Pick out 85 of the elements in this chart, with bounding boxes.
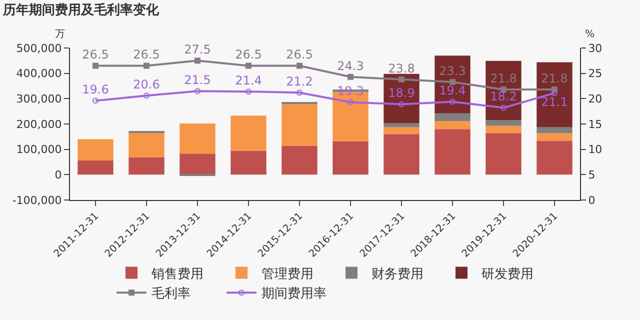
point [144, 62, 150, 69]
point [398, 76, 404, 82]
point [450, 98, 456, 105]
y-tick-label: 0 [54, 168, 62, 182]
bar [332, 141, 368, 175]
legend-label: 管理费用 [262, 266, 314, 282]
data-label: 26.5 [82, 48, 109, 62]
point [450, 78, 456, 85]
data-label: 21.4 [235, 73, 262, 88]
legend-label: 期间费用率 [262, 286, 326, 302]
data-label: 21.8 [490, 71, 517, 86]
bar [282, 103, 318, 146]
bar [282, 146, 318, 175]
data-label: 18.9 [388, 86, 415, 100]
point [348, 99, 354, 106]
bar [78, 139, 114, 160]
bar [536, 127, 572, 134]
bar [384, 122, 420, 128]
data-label: 21.8 [541, 71, 568, 86]
legend-label: 财务费用 [372, 266, 424, 282]
bar [384, 127, 420, 134]
data-label: 21.1 [541, 95, 568, 110]
point [92, 62, 98, 69]
bar [230, 150, 266, 175]
data-label: 27.5 [184, 42, 211, 57]
point [194, 58, 200, 64]
y2-tick-label: 25 [588, 67, 602, 80]
bar [434, 129, 470, 175]
data-label: 26.5 [133, 48, 160, 62]
y2-tick-label: 5 [588, 168, 596, 182]
bar [434, 113, 470, 121]
legend-label: 销售费用 [150, 266, 204, 282]
y-tick-label: -100,000 [12, 194, 62, 207]
bar [384, 134, 420, 175]
data-label: 21.2 [286, 74, 313, 88]
point [296, 62, 302, 69]
bar [180, 154, 216, 175]
point [194, 88, 200, 94]
bar [128, 157, 164, 175]
y2-tick-label: 20 [588, 92, 602, 106]
y-tick-label: 100,000 [16, 143, 62, 156]
y-tick-label: 200,000 [16, 118, 62, 131]
data-label: 24.3 [337, 58, 364, 73]
data-label: 19.4 [439, 84, 466, 98]
bar [536, 133, 572, 141]
data-label: 19.3 [337, 84, 364, 98]
legend-label: 毛利率 [152, 286, 190, 302]
bar [128, 132, 164, 158]
y2-tick-label: 0 [588, 194, 596, 207]
data-label: 23.3 [439, 64, 466, 78]
y-axis-title: 万 [55, 29, 65, 40]
bar [230, 116, 266, 151]
point [552, 90, 558, 96]
bar [486, 133, 522, 175]
point [500, 104, 506, 111]
y2-tick-label: 15 [588, 118, 602, 131]
y-tick-label: 500,000 [16, 42, 62, 55]
bar [78, 160, 114, 175]
y-tick-label: 300,000 [16, 92, 62, 106]
data-label: 26.5 [286, 48, 313, 62]
bar [180, 123, 216, 154]
y2-axis-title: % [585, 29, 595, 40]
data-label: 20.6 [133, 78, 160, 92]
data-label: 18.2 [490, 90, 517, 104]
point [92, 98, 98, 104]
data-label: 23.8 [388, 61, 415, 76]
point [246, 88, 252, 95]
point [348, 74, 354, 80]
bar [536, 140, 572, 175]
bar [434, 120, 470, 130]
chart-title: 历年期间费用及毛利率变化 [2, 2, 160, 18]
legend-label: 研发费用 [482, 266, 534, 282]
data-label: 19.6 [82, 82, 109, 97]
bar [486, 120, 522, 126]
point [398, 101, 404, 108]
y2-tick-label: 30 [588, 42, 602, 55]
bar [486, 126, 522, 134]
bar [536, 62, 572, 128]
y2-tick-label: 10 [588, 143, 602, 156]
data-label: 26.5 [235, 48, 262, 62]
y-tick-label: 400,000 [16, 67, 62, 80]
point [296, 90, 302, 96]
point [144, 92, 150, 99]
data-label: 21.5 [184, 72, 211, 87]
point [246, 62, 252, 69]
